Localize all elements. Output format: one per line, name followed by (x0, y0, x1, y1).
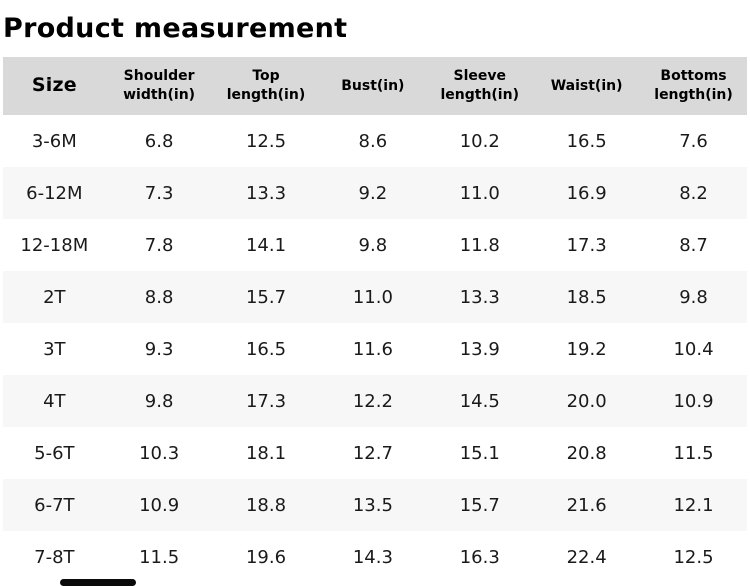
measurement-cell: 14.3 (352, 546, 393, 568)
table-row: 6-12M 7.3 13.3 9.2 11.0 16.9 8.2 (3, 167, 747, 219)
measurement-cell: 12.5 (245, 130, 287, 152)
column-header-waist-in: Waist(in) (533, 57, 641, 115)
size-cell: 7-8T (34, 546, 75, 568)
measurement-cell: 16.9 (566, 182, 607, 204)
measurement-cell: 13.9 (459, 338, 500, 360)
measurement-cell: 7.3 (144, 182, 174, 204)
measurement-cell: 19.2 (566, 338, 607, 360)
measurement-cell: 11.6 (352, 338, 393, 360)
measurement-cell: 15.7 (245, 286, 287, 308)
table-row: 12-18M 7.8 14.1 9.8 11.8 17.3 8.7 (3, 219, 747, 271)
page-title: Product measurement (3, 13, 348, 44)
measurement-cell: 21.6 (566, 494, 607, 516)
column-header-sleeve-length-in: Sleeve length(in) (426, 57, 534, 115)
measurement-cell: 12.1 (673, 494, 714, 516)
measurement-table: Size Shoulder width(in) Top length(in) Bust… (3, 57, 747, 583)
size-cell: 5-6T (34, 442, 75, 464)
table-header: Size Shoulder width(in) Top length(in) Bust… (3, 57, 747, 115)
table-row: 2T 8.8 15.7 11.0 13.3 18.5 9.8 (3, 271, 747, 323)
measurement-cell: 8.6 (358, 130, 388, 152)
size-cell: 6-12M (26, 182, 83, 204)
measurement-cell: 15.1 (459, 442, 500, 464)
size-cell: 6-7T (34, 494, 75, 516)
measurement-cell: 13.3 (245, 182, 287, 204)
measurement-cell: 15.7 (459, 494, 500, 516)
column-header-top-length-in: Top length(in) (212, 57, 320, 115)
column-header-size: Size (3, 57, 106, 115)
measurement-cell: 10.9 (139, 494, 180, 516)
table-row: 5-6T 10.3 18.1 12.7 15.1 20.8 11.5 (3, 427, 747, 479)
size-cell: 3T (43, 338, 66, 360)
size-cell: 2T (43, 286, 66, 308)
table-body: 3-6M 6.8 12.5 8.6 10.2 16.5 7.6 6-12M 7.3 13.3 9.2… (3, 115, 747, 583)
measurement-cell: 14.1 (245, 234, 287, 256)
table-row: 7-8T 11.5 19.6 14.3 16.3 22.4 12.5 (3, 531, 747, 583)
table-row: 6-7T 10.9 18.8 13.5 15.7 21.6 12.1 (3, 479, 747, 531)
size-cell: 3-6M (31, 130, 77, 152)
measurement-cell: 12.5 (673, 546, 714, 568)
measurement-cell: 10.4 (673, 338, 714, 360)
measurement-cell: 8.8 (144, 286, 174, 308)
measurement-cell: 6.8 (144, 130, 174, 152)
column-header-shoulder-width-in: Shoulder width(in) (105, 57, 213, 115)
measurement-cell: 12.2 (352, 390, 393, 412)
column-header-bottoms-length-in: Bottoms length(in) (640, 57, 747, 115)
table-row: 3-6M 6.8 12.5 8.6 10.2 16.5 7.6 (3, 115, 747, 167)
table-row: 3T 9.3 16.5 11.6 13.9 19.2 10.4 (3, 323, 747, 375)
measurement-cell: 20.8 (566, 442, 607, 464)
measurement-cell: 9.3 (144, 338, 174, 360)
measurement-cell: 18.8 (245, 494, 287, 516)
measurement-cell: 13.3 (459, 286, 500, 308)
measurement-cell: 11.5 (673, 442, 714, 464)
measurement-cell: 22.4 (566, 546, 607, 568)
measurement-cell: 11.0 (352, 286, 393, 308)
measurement-cell: 11.5 (139, 546, 180, 568)
measurement-cell: 7.6 (679, 130, 708, 152)
measurement-cell: 9.8 (679, 286, 708, 308)
measurement-cell: 7.8 (144, 234, 174, 256)
measurement-cell: 17.3 (566, 234, 607, 256)
measurement-cell: 17.3 (245, 390, 287, 412)
measurement-cell: 11.0 (459, 182, 500, 204)
measurement-cell: 16.5 (566, 130, 607, 152)
measurement-cell: 18.1 (245, 442, 287, 464)
measurement-cell: 13.5 (352, 494, 393, 516)
size-cell: 4T (43, 390, 66, 412)
measurement-cell: 8.7 (679, 234, 708, 256)
measurement-cell: 16.3 (459, 546, 500, 568)
table-row: 4T 9.8 17.3 12.2 14.5 20.0 10.9 (3, 375, 747, 427)
measurement-cell: 9.8 (358, 234, 388, 256)
measurement-cell: 10.3 (139, 442, 180, 464)
measurement-cell: 20.0 (566, 390, 607, 412)
measurement-cell: 10.2 (459, 130, 500, 152)
table-header-row: Size Shoulder width(in) Top length(in) Bust… (3, 57, 747, 115)
measurement-cell: 10.9 (673, 390, 714, 412)
measurement-cell: 8.2 (679, 182, 708, 204)
measurement-cell: 9.8 (144, 390, 174, 412)
measurement-cell: 12.7 (352, 442, 393, 464)
measurement-cell: 9.2 (358, 182, 388, 204)
size-cell: 12-18M (20, 234, 89, 256)
measurement-cell: 18.5 (566, 286, 607, 308)
measurement-cell: 14.5 (459, 390, 500, 412)
column-header-bust-in: Bust(in) (319, 57, 427, 115)
horizontal-scrollbar-thumb[interactable] (60, 579, 136, 586)
measurement-cell: 11.8 (459, 234, 500, 256)
measurement-cell: 19.6 (245, 546, 287, 568)
measurement-cell: 16.5 (245, 338, 287, 360)
